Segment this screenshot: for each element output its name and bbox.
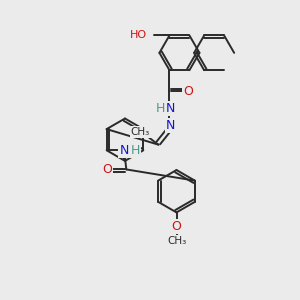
Text: HO: HO <box>130 31 147 40</box>
Text: N: N <box>166 119 176 132</box>
Text: N: N <box>119 144 129 157</box>
Text: O: O <box>172 220 182 233</box>
Text: CH₃: CH₃ <box>130 127 150 137</box>
Text: N: N <box>166 102 176 115</box>
Text: O: O <box>103 163 112 176</box>
Text: H: H <box>130 144 140 157</box>
Text: CH₃: CH₃ <box>167 236 186 246</box>
Text: O: O <box>183 85 193 98</box>
Text: H: H <box>155 102 165 115</box>
